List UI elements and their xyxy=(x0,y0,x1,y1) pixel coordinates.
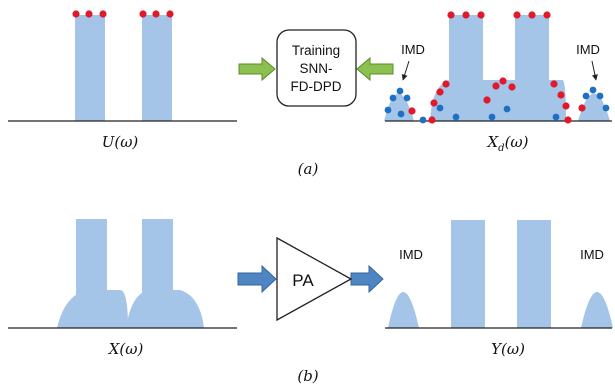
imd-label-b-left: IMD xyxy=(399,247,423,262)
green-arrow-right xyxy=(238,56,276,82)
caption-b: (b) xyxy=(297,367,318,385)
input-spectrum-x xyxy=(8,219,237,329)
carrier-1 xyxy=(451,220,485,328)
training-box: Training SNN- FD-DPD xyxy=(276,29,357,107)
y-omega-label: Y(ω) xyxy=(491,340,525,358)
u-omega-label: U(ω) xyxy=(102,133,139,151)
carrier-2 xyxy=(142,15,172,121)
pa-label: PA xyxy=(292,271,314,290)
power-amplifier: PA xyxy=(276,236,353,322)
input-spectrum-u xyxy=(8,10,237,122)
svg-text:IMD: IMD xyxy=(580,247,604,262)
caption-a: (a) xyxy=(298,160,319,178)
imd-lobe-right xyxy=(581,292,613,328)
carrier-2 xyxy=(142,219,173,328)
imd-lobe-right xyxy=(578,93,610,121)
blue-arrow-left xyxy=(237,264,277,294)
red-samples xyxy=(408,11,586,124)
svg-text:IMD: IMD xyxy=(401,42,425,57)
panel-b: X(ω) PA IMD IMD Y(ω) (b) xyxy=(8,219,613,385)
imd-label-a-left: IMD xyxy=(401,42,425,81)
carrier-1 xyxy=(75,15,105,121)
training-box-line-3: FD-DPD xyxy=(291,79,342,94)
svg-text:IMD: IMD xyxy=(399,247,423,262)
panel-a: U(ω) Training SNN- FD-DPD xyxy=(8,10,612,178)
red-samples xyxy=(72,10,174,18)
imd-label-a-right: IMD xyxy=(576,42,600,81)
imd-lobe-left xyxy=(388,292,419,328)
training-box-line-1: Training xyxy=(292,43,340,58)
training-box-line-2: SNN- xyxy=(300,61,333,76)
carrier-1 xyxy=(76,219,107,328)
svg-text:IMD: IMD xyxy=(576,42,600,57)
output-spectrum-y xyxy=(385,220,613,329)
imd-label-b-right: IMD xyxy=(580,247,604,262)
green-arrow-left xyxy=(356,56,394,82)
carrier-2 xyxy=(515,15,549,121)
carrier-1 xyxy=(449,15,483,121)
x-omega-label: X(ω) xyxy=(108,340,144,358)
predistorted-spectrum-xd xyxy=(384,11,612,124)
xd-omega-label: Xd(ω) xyxy=(486,133,528,154)
carrier-2 xyxy=(517,220,551,328)
blue-arrow-right xyxy=(350,264,384,294)
blue-samples xyxy=(384,86,610,124)
